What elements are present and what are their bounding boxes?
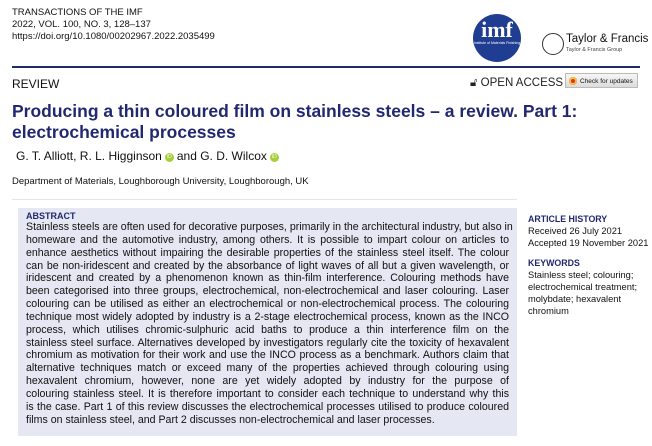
abstract-line: colouring stainless steel. It is therefo… [26, 387, 509, 400]
journal-name: TRANSACTIONS OF THE IMF [12, 7, 143, 18]
keyword-line: molybdate; hexavalent [528, 294, 622, 304]
imf-logo: imf Institute of Materials Finishing [473, 14, 521, 62]
open-lock-icon: 🔓︎ [470, 77, 478, 89]
affiliation: Department of Materials, Loughborough Un… [12, 176, 309, 187]
divider [12, 199, 517, 200]
journal-block: TRANSACTIONS OF THE IMF 2022, VOL. 100, … [12, 7, 215, 43]
abstract-line: iridescent and created by a phenomenon k… [26, 272, 509, 285]
title-line: Producing a thin coloured film on stainl… [12, 101, 578, 121]
abstract-line: technique most widely adopted by industr… [26, 310, 509, 323]
abstract-line: hexavalent chromium, however, none are y… [26, 375, 509, 388]
abstract-box [18, 208, 517, 436]
page-title: Producing a thin coloured film on stainl… [12, 101, 612, 143]
abstract-line: chromium as motivation for their work an… [26, 349, 509, 362]
title-line: electrochemical processes [12, 122, 236, 142]
publisher-name: Taylor & Francis [566, 33, 649, 45]
abstract-text: Stainless steels are often used for deco… [26, 221, 513, 427]
abstract-line: stainless steel surface. Alternatives de… [26, 336, 509, 349]
open-access-badge: 🔓︎ OPEN ACCESS [470, 77, 563, 90]
orcid-icon[interactable]: iD [164, 153, 174, 162]
journal-issue: 2022, VOL. 100, NO. 3, 128–137 [12, 19, 151, 30]
abstract-line: Stainless steels are often used for deco… [26, 221, 513, 233]
keyword-line: Stainless steel; colouring; [528, 270, 634, 280]
author-names: G. T. Alliott, R. L. Higginson [16, 149, 162, 163]
abstract-line: alternative techniques match or exceed m… [26, 362, 509, 375]
abstract-line: process, which utilises chromic-sulphuri… [26, 323, 509, 336]
open-access-label: OPEN ACCESS [480, 77, 564, 89]
authors: G. T. Alliott, R. L. Higginson iD and G. D… [16, 149, 282, 163]
author-names: and G. D. Wilcox [176, 149, 267, 163]
keywords: KEYWORDS Stainless steel; colouring; ele… [528, 257, 637, 317]
abstract-heading: ABSTRACT [26, 211, 76, 221]
abstract-line: enhance aesthetics without impairing the… [26, 246, 509, 259]
abstract-line: homeware and the automotive industry, am… [26, 233, 509, 246]
article-type: REVIEW [12, 77, 60, 91]
header-rule [12, 66, 640, 68]
abstract-line: been categorised into three groups, elec… [26, 285, 509, 298]
keyword-line: chromium [528, 306, 569, 316]
publisher-group: Taylor & Francis Group [566, 47, 623, 53]
history-heading: ARTICLE HISTORY [528, 214, 608, 224]
keyword-line: electrochemical treatment; [528, 282, 638, 292]
abstract-line: is the case. Part 1 of this review discu… [26, 400, 509, 413]
orcid-icon[interactable]: iD [269, 153, 279, 162]
abstract-line: colouring can be utilised as either an e… [26, 298, 509, 311]
accepted-date: Accepted 19 November 2021 [528, 238, 649, 248]
taylor-francis-logo-icon [542, 33, 564, 55]
imf-logo-subtext: Institute of Materials Finishing [473, 41, 521, 45]
abstract-line: can be non-iridescent and created by the… [26, 259, 509, 272]
article-history: ARTICLE HISTORY Received 26 July 2021 Ac… [528, 213, 648, 249]
received-date: Received 26 July 2021 [528, 226, 623, 236]
check-for-updates-button[interactable]: Check for updates [565, 73, 638, 88]
abstract-line: films on stainless steel, and Part 2 dis… [26, 413, 435, 426]
keywords-heading: KEYWORDS [528, 258, 580, 268]
doi-link[interactable]: https://doi.org/10.1080/00202967.2022.20… [12, 31, 215, 42]
imf-logo-text: imf [481, 17, 513, 42]
